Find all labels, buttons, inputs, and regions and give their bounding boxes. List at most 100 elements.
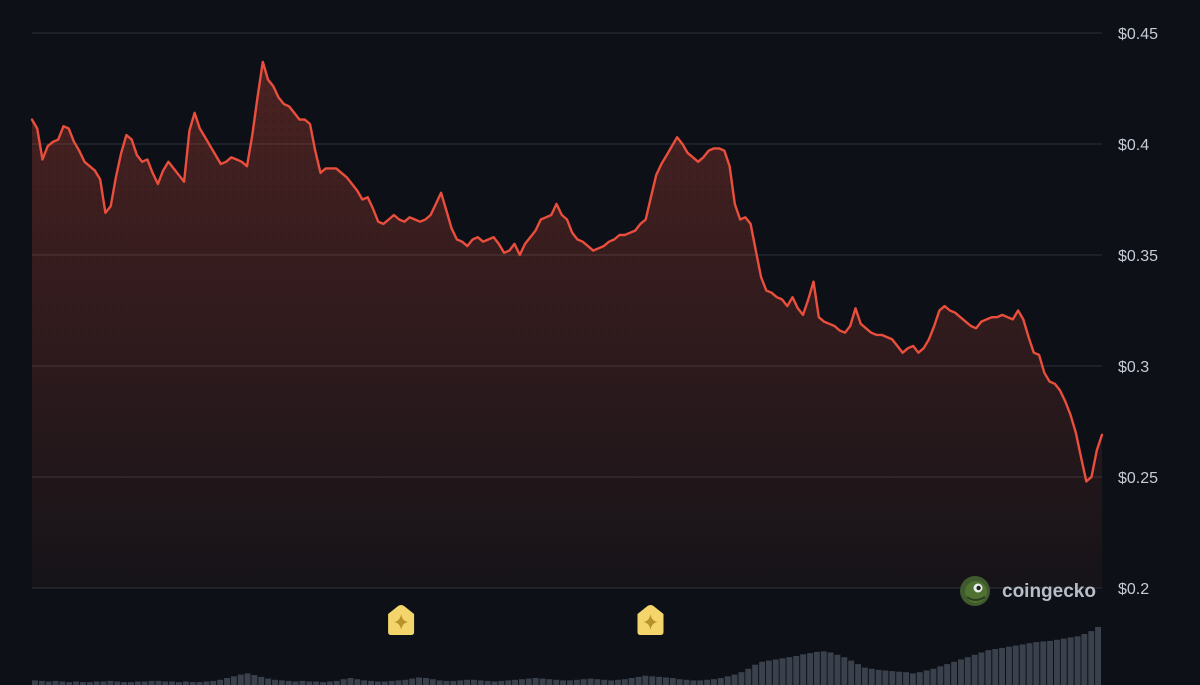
- volume-bar: [909, 673, 916, 685]
- volume-bar: [251, 675, 258, 685]
- volume-bar: [491, 681, 498, 685]
- volume-bar: [601, 679, 608, 685]
- sparkle-icon[interactable]: [637, 605, 664, 635]
- volume-bar: [615, 679, 621, 685]
- volume-bar: [1088, 631, 1095, 685]
- volume-bar: [381, 681, 388, 685]
- volume-bar: [292, 681, 299, 685]
- volume-bar: [450, 680, 457, 685]
- volume-bar: [244, 673, 251, 685]
- y-tick-label: $0.45: [1118, 26, 1158, 43]
- volume-bar: [587, 678, 594, 685]
- volume-bar: [724, 676, 731, 685]
- volume-bar: [539, 678, 546, 685]
- volume-bar: [683, 679, 690, 685]
- volume-bar: [580, 679, 587, 685]
- volume-bar: [320, 682, 326, 685]
- volume-bar: [642, 675, 649, 685]
- volume-bar: [224, 678, 230, 685]
- volume-bar: [841, 657, 848, 685]
- volume-bar: [820, 651, 827, 685]
- volume-bar: [436, 680, 443, 685]
- volume-bar: [999, 647, 1005, 685]
- volume-bar: [711, 679, 717, 685]
- volume-bar: [237, 674, 244, 685]
- volume-bar: [416, 677, 422, 685]
- volume-bar: [457, 680, 464, 685]
- volume-bar: [148, 680, 155, 685]
- volume-bar: [134, 681, 141, 685]
- volume-bar: [896, 671, 903, 685]
- volume-bar: [258, 676, 265, 685]
- volume-bar: [162, 681, 169, 685]
- volume-bar: [182, 681, 189, 685]
- volume-bar: [395, 680, 402, 685]
- volume-bar: [1081, 634, 1088, 685]
- price-area-texture: [32, 61, 1102, 588]
- volume-bar: [958, 659, 964, 685]
- price-area: [32, 61, 1102, 588]
- volume-bar: [786, 657, 793, 685]
- volume-bar: [807, 653, 813, 685]
- volume-bar: [361, 680, 368, 685]
- volume-bar: [176, 682, 182, 685]
- volume-bar: [477, 680, 484, 685]
- volume-bar: [573, 679, 580, 685]
- brand-watermark: coingecko: [960, 576, 1096, 606]
- volume-bar: [621, 679, 628, 685]
- volume-bar: [875, 669, 882, 685]
- volume-bars: [32, 627, 1101, 685]
- volume-bar: [985, 650, 992, 685]
- volume-bar: [354, 679, 361, 685]
- volume-bar: [278, 680, 285, 685]
- volume-bar: [38, 680, 45, 685]
- volume-bar: [203, 681, 210, 685]
- volume-bar: [793, 656, 800, 685]
- volume-bar: [429, 679, 436, 685]
- volume-bar: [628, 678, 635, 685]
- volume-bar: [107, 680, 114, 685]
- volume-bar: [1006, 646, 1012, 685]
- volume-bar: [169, 681, 176, 685]
- volume-bar: [978, 652, 985, 685]
- volume-bar: [402, 679, 409, 685]
- volume-bar: [697, 680, 704, 685]
- y-tick-label: $0.35: [1118, 248, 1158, 265]
- volume-bar: [299, 680, 306, 685]
- volume-bar: [285, 680, 292, 685]
- volume-bar: [1033, 642, 1040, 685]
- volume-bar: [752, 664, 759, 685]
- volume-bar: [690, 680, 697, 685]
- volume-bar: [663, 677, 669, 685]
- volume-bar: [66, 682, 73, 685]
- price-line[interactable]: [30, 60, 1104, 483]
- y-tick-label: $0.25: [1118, 470, 1158, 487]
- volume-bar: [93, 681, 100, 685]
- volume-bar: [73, 681, 80, 685]
- volume-bar: [971, 654, 978, 685]
- volume-bar: [86, 682, 93, 685]
- volume-bar: [313, 681, 320, 685]
- volume-bar: [1095, 627, 1101, 685]
- volume-bar: [532, 678, 539, 685]
- volume-bar: [738, 672, 745, 685]
- volume-bar: [423, 678, 429, 685]
- volume-bar: [669, 678, 676, 685]
- volume-bar: [306, 681, 313, 685]
- volume-bar: [512, 679, 518, 685]
- volume-bar: [52, 680, 59, 685]
- sparkle-icon[interactable]: [388, 605, 415, 635]
- volume-bar: [889, 671, 896, 685]
- volume-bar: [230, 676, 237, 685]
- y-axis-ticks: $0.2 $0.25 $0.3 $0.35 $0.4 $0.45: [1118, 26, 1158, 598]
- volume-bar: [498, 680, 505, 685]
- volume-bar: [608, 680, 615, 685]
- price-line-group: [30, 60, 1104, 483]
- volume-bar: [141, 681, 148, 685]
- volume-bar: [409, 678, 416, 685]
- volume-bar: [59, 681, 66, 685]
- volume-bar: [1054, 639, 1060, 685]
- volume-bar: [759, 661, 765, 685]
- volume-bar: [916, 672, 923, 685]
